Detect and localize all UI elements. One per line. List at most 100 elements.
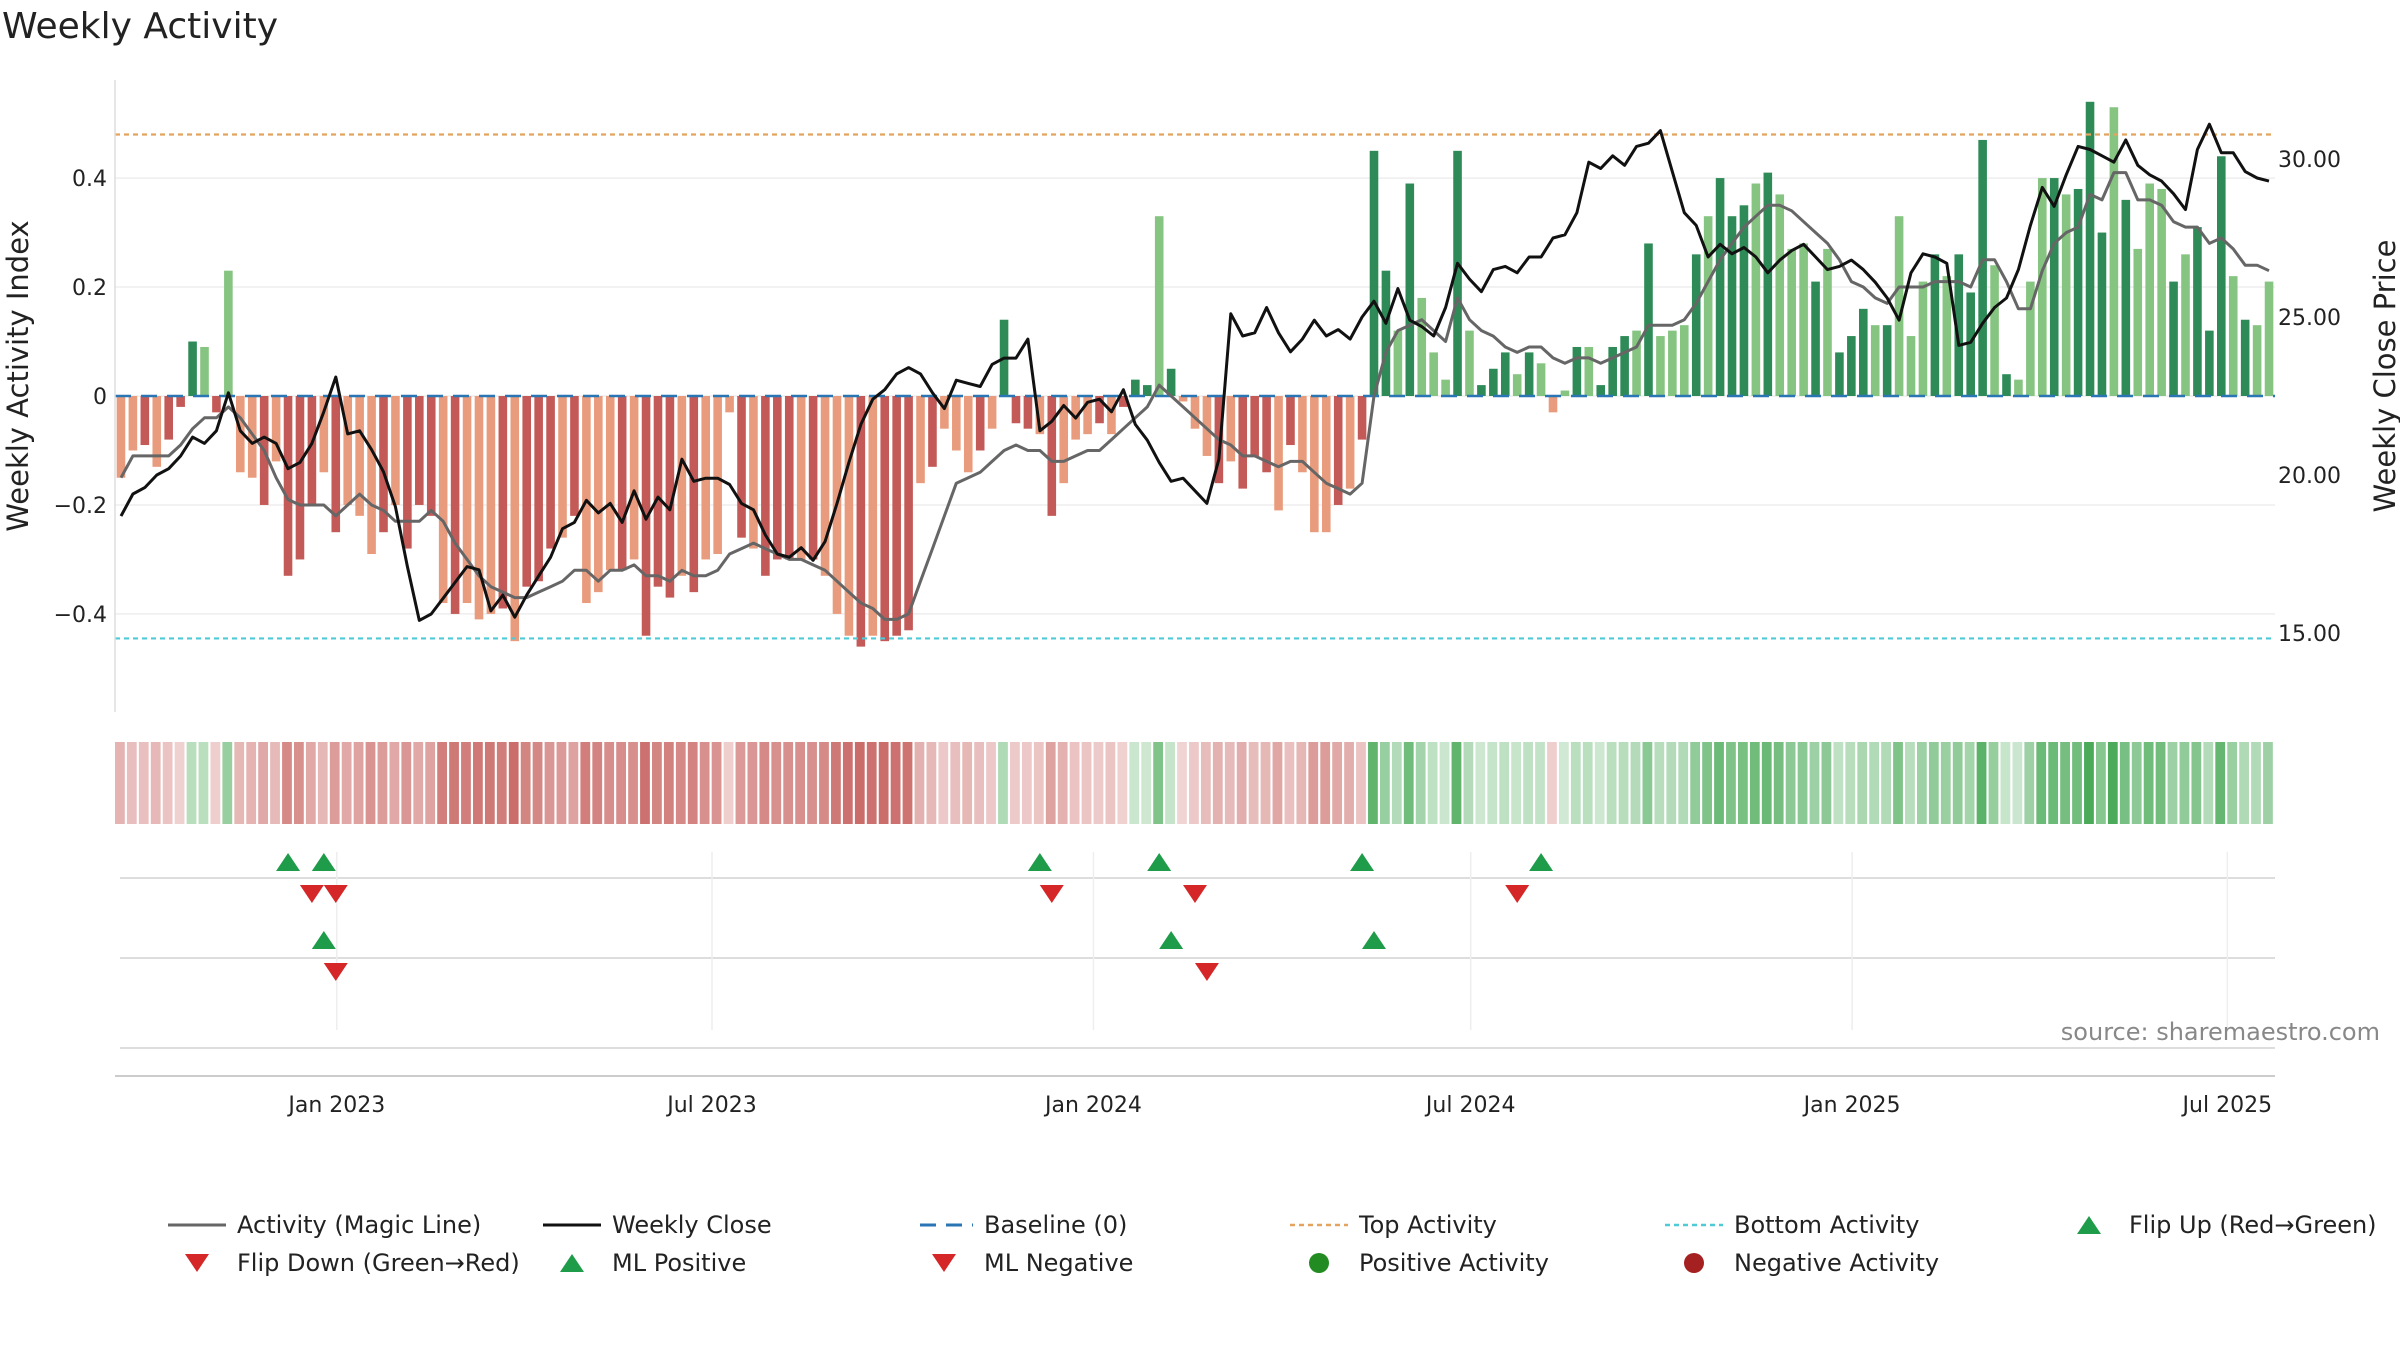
strip-cell — [1940, 742, 1951, 824]
y-left-axis-label: Weekly Activity Index — [1, 220, 35, 531]
activity-bar — [773, 396, 782, 560]
strip-cell — [592, 742, 603, 824]
strip-cell — [1642, 742, 1653, 824]
strip-cell — [1165, 742, 1175, 824]
activity-bar — [1918, 281, 1928, 396]
y-left-tick-label: 0 — [93, 385, 107, 410]
strip-cell — [496, 742, 507, 824]
strip-cell — [580, 742, 591, 824]
activity-bar — [2205, 330, 2214, 396]
reference-lines — [115, 133, 2275, 640]
activity-bar — [2240, 319, 2250, 396]
activity-bar — [116, 396, 126, 478]
strip-cell — [198, 742, 209, 824]
legend-label: Flip Up (Red→Green) — [2129, 1211, 2377, 1239]
activity-bar — [2121, 199, 2131, 396]
activity-bar — [1954, 254, 1964, 396]
strip-cell — [878, 742, 889, 824]
activity-bar — [617, 396, 627, 571]
strip-cell — [663, 742, 674, 824]
activity-bar — [2169, 281, 2178, 396]
activity-bar — [1095, 396, 1104, 424]
y-left-tick-label: 0.4 — [72, 167, 107, 192]
strip-cell — [866, 742, 877, 824]
activity-bar — [1656, 336, 1665, 396]
activity-bar — [1238, 396, 1248, 489]
strip-cell — [1308, 742, 1319, 824]
activity-bar — [1393, 330, 1403, 396]
strip-cell — [1248, 742, 1259, 824]
strip-cell — [389, 742, 400, 824]
activity-bar — [1715, 178, 1725, 396]
strip-cell — [1833, 742, 1844, 824]
activity-bar — [152, 396, 162, 467]
strip-cell — [1594, 742, 1605, 824]
activity-bar — [1154, 216, 1164, 396]
strip-cell — [1236, 742, 1247, 824]
flip-down-marker — [1039, 885, 1064, 903]
activity-bar — [1035, 396, 1045, 435]
strip-cell — [1666, 742, 1677, 824]
activity-bar — [355, 396, 364, 516]
strip-cell — [2155, 742, 2166, 824]
strip-cell — [1391, 742, 1402, 824]
activity-bar — [2097, 232, 2107, 396]
flip-down-marker — [323, 885, 348, 903]
y-right-tick-label: 20.00 — [2278, 464, 2341, 489]
activity-bar — [1823, 248, 1832, 396]
strip-cell — [926, 742, 937, 824]
strip-cell — [1952, 742, 1963, 824]
strip-cell — [2227, 742, 2238, 824]
activity-bar — [892, 396, 901, 636]
strip-cell — [1081, 742, 1092, 824]
activity-bar — [1942, 276, 1952, 396]
strip-cell — [1928, 742, 1939, 824]
strip-cell — [2119, 742, 2130, 824]
strip-cell — [377, 742, 388, 824]
y-right-axis-label: Weekly Close Price — [2368, 240, 2400, 513]
activity-bar — [689, 396, 699, 593]
legend-label: Activity (Magic Line) — [237, 1211, 481, 1239]
strip-cell — [1415, 742, 1426, 824]
activity-bar — [1512, 374, 1522, 396]
strip-cell — [294, 742, 304, 824]
activity-bar — [2073, 188, 2083, 396]
activity-bar — [1548, 396, 1558, 413]
flip-down-marker — [1505, 885, 1530, 903]
activity-bar — [1023, 396, 1033, 429]
activity-bar — [761, 396, 770, 576]
activity-bar — [1524, 352, 1534, 396]
activity-bar — [1966, 292, 1975, 396]
activity-bar — [224, 270, 233, 396]
activity-bar — [2145, 183, 2154, 396]
activity-bar — [1811, 281, 1820, 396]
y-left-tick-label: −0.4 — [54, 603, 107, 628]
activity-bar — [128, 396, 138, 451]
activity-bar — [295, 396, 305, 560]
strip-cell — [246, 742, 257, 824]
strip-cell — [437, 742, 447, 824]
activity-bar — [522, 396, 532, 587]
x-tick-label: Jan 2023 — [286, 1093, 385, 1118]
activity-bar — [176, 396, 185, 407]
strip-cell — [174, 742, 185, 824]
strip-cell — [998, 742, 1008, 824]
activity-bar — [1441, 379, 1450, 396]
activity-bar — [2264, 281, 2274, 396]
activity-bar — [2061, 194, 2071, 396]
activity-bar — [1870, 325, 1880, 396]
strip-cell — [1821, 742, 1832, 824]
activity-bar — [594, 396, 603, 593]
chart-title: Weekly Activity — [2, 6, 279, 47]
strip-cell — [819, 742, 829, 824]
activity-bar — [1477, 385, 1486, 396]
strip-cell — [2215, 742, 2226, 824]
flip-up-marker — [311, 853, 336, 871]
strip-cell — [317, 742, 328, 824]
strip-cell — [652, 742, 662, 824]
strip-cell — [413, 742, 424, 824]
strip-cell — [1857, 742, 1868, 824]
strip-cell — [1451, 742, 1462, 824]
strip-cell — [473, 742, 483, 824]
activity-bar — [1226, 396, 1236, 462]
